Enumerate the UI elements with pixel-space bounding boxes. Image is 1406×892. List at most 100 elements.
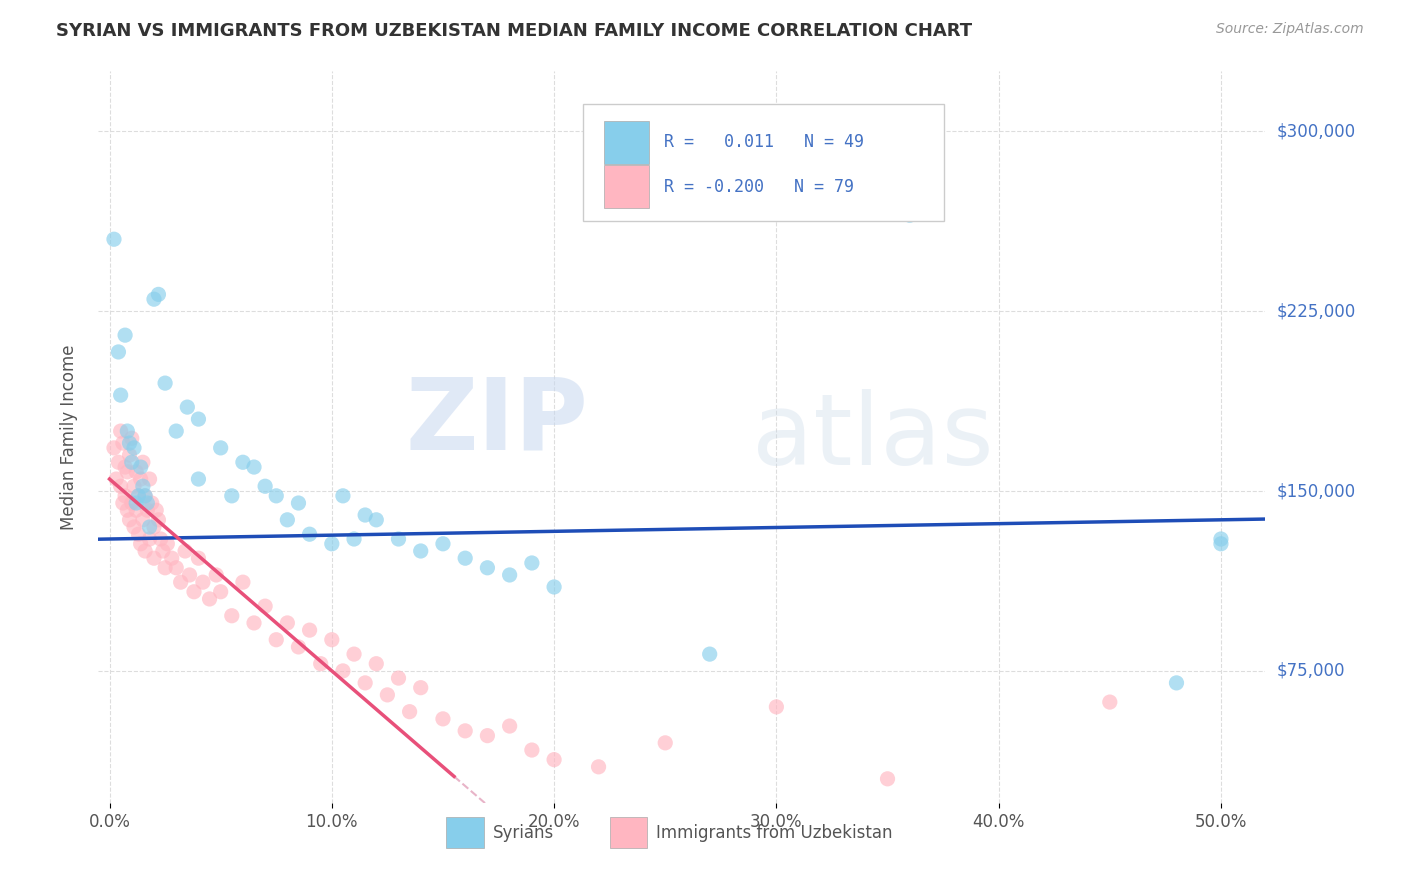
- Point: [125, 465, 148, 479]
- Point: [221, 608, 243, 623]
- Point: [153, 561, 176, 575]
- Point: [152, 544, 174, 558]
- Point: [409, 544, 432, 558]
- Point: [134, 489, 156, 503]
- Text: SYRIAN VS IMMIGRANTS FROM UZBEKISTAN MEDIAN FAMILY INCOME CORRELATION CHART: SYRIAN VS IMMIGRANTS FROM UZBEKISTAN MED…: [56, 22, 973, 40]
- Point: [143, 551, 166, 566]
- Point: [232, 575, 254, 590]
- Point: [387, 532, 409, 546]
- Point: [127, 489, 149, 503]
- Point: [110, 388, 132, 402]
- Point: [498, 568, 520, 582]
- Point: [121, 496, 143, 510]
- Point: [187, 472, 209, 486]
- Point: [136, 496, 159, 510]
- Point: [243, 615, 266, 630]
- Point: [205, 568, 228, 582]
- Point: [654, 736, 676, 750]
- Point: [111, 436, 134, 450]
- FancyBboxPatch shape: [603, 165, 650, 208]
- Point: [264, 489, 287, 503]
- Point: [132, 513, 155, 527]
- Point: [117, 465, 139, 479]
- Point: [143, 520, 166, 534]
- Point: [127, 527, 149, 541]
- Point: [543, 580, 565, 594]
- Point: [520, 556, 543, 570]
- Point: [138, 472, 160, 486]
- Point: [1166, 676, 1188, 690]
- Point: [118, 513, 141, 527]
- Point: [148, 513, 170, 527]
- Point: [287, 496, 309, 510]
- Point: [129, 537, 152, 551]
- Point: [117, 424, 139, 438]
- FancyBboxPatch shape: [446, 817, 484, 848]
- Point: [332, 664, 354, 678]
- Point: [143, 292, 166, 306]
- Point: [543, 753, 565, 767]
- Point: [477, 729, 499, 743]
- Point: [129, 472, 152, 486]
- Point: [138, 532, 160, 546]
- Point: [111, 496, 134, 510]
- Point: [125, 496, 148, 510]
- Point: [187, 551, 209, 566]
- Point: [156, 537, 179, 551]
- Point: [103, 232, 125, 246]
- Point: [179, 568, 201, 582]
- Point: [254, 479, 277, 493]
- Point: [132, 479, 155, 493]
- Point: [132, 455, 155, 469]
- Y-axis label: Median Family Income: Median Family Income: [59, 344, 77, 530]
- Text: $75,000: $75,000: [1277, 662, 1346, 680]
- Point: [454, 723, 477, 738]
- Point: [1209, 537, 1232, 551]
- Point: [209, 441, 232, 455]
- Point: [309, 657, 332, 671]
- Point: [127, 489, 149, 503]
- Point: [191, 575, 214, 590]
- Point: [321, 632, 343, 647]
- Point: [138, 520, 160, 534]
- Point: [298, 527, 321, 541]
- Point: [254, 599, 277, 614]
- Point: [398, 705, 420, 719]
- Point: [165, 561, 187, 575]
- Point: [332, 489, 354, 503]
- Point: [298, 623, 321, 637]
- Point: [354, 676, 377, 690]
- Point: [183, 584, 205, 599]
- Point: [588, 760, 610, 774]
- Point: [125, 503, 148, 517]
- Point: [110, 479, 132, 493]
- Point: [765, 699, 787, 714]
- Point: [134, 489, 156, 503]
- Point: [121, 455, 143, 469]
- Text: atlas: atlas: [752, 389, 994, 485]
- Point: [454, 551, 477, 566]
- Point: [174, 544, 197, 558]
- Point: [122, 441, 145, 455]
- Point: [243, 460, 266, 475]
- Text: $225,000: $225,000: [1277, 302, 1355, 320]
- Point: [176, 400, 198, 414]
- Text: R =   0.011   N = 49: R = 0.011 N = 49: [665, 133, 865, 152]
- Point: [366, 657, 388, 671]
- Text: R = -0.200   N = 79: R = -0.200 N = 79: [665, 178, 855, 196]
- Point: [321, 537, 343, 551]
- FancyBboxPatch shape: [603, 121, 650, 164]
- Point: [276, 615, 298, 630]
- Point: [107, 455, 129, 469]
- Point: [276, 513, 298, 527]
- FancyBboxPatch shape: [610, 817, 647, 848]
- Point: [122, 520, 145, 534]
- Point: [409, 681, 432, 695]
- Point: [232, 455, 254, 469]
- Point: [209, 584, 232, 599]
- Point: [118, 436, 141, 450]
- Point: [520, 743, 543, 757]
- Point: [136, 503, 159, 517]
- Point: [114, 328, 136, 343]
- Point: [114, 460, 136, 475]
